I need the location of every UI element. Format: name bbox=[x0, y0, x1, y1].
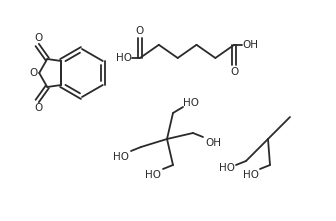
Text: HO: HO bbox=[243, 170, 259, 180]
Text: HO: HO bbox=[219, 163, 235, 173]
Text: O: O bbox=[230, 67, 238, 77]
Text: HO: HO bbox=[183, 98, 199, 108]
Text: O: O bbox=[136, 26, 144, 36]
Text: OH: OH bbox=[205, 138, 221, 148]
Text: HO: HO bbox=[145, 170, 161, 180]
Text: O: O bbox=[29, 68, 37, 78]
Text: HO: HO bbox=[116, 53, 132, 63]
Text: O: O bbox=[34, 33, 42, 43]
Text: OH: OH bbox=[242, 40, 258, 50]
Text: O: O bbox=[34, 103, 42, 113]
Text: HO: HO bbox=[113, 152, 129, 162]
